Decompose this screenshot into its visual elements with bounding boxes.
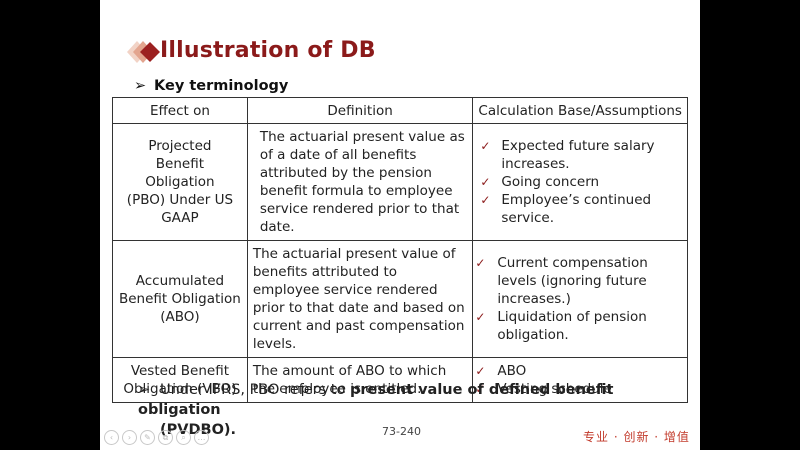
list-item: ✓ Employee’s continued service. xyxy=(480,192,652,226)
slide-nav-toolbar: ‹ › ✎ ⧉ ⌕ … xyxy=(104,430,209,445)
zoom-icon[interactable]: ⌕ xyxy=(176,430,191,445)
previous-icon[interactable]: ‹ xyxy=(104,430,119,445)
check-icon: ✓ xyxy=(475,310,486,324)
key-terminology-heading: ➢ Key terminology xyxy=(134,78,288,94)
check-icon: ✓ xyxy=(475,364,486,378)
check-icon: ✓ xyxy=(480,139,491,153)
effect-cell: Accumulated Benefit Obligation (ABO) xyxy=(112,240,248,358)
definition-cell: The actuarial present value of benefits … xyxy=(246,240,474,358)
slide-title: Illustration of DB xyxy=(160,38,376,63)
slide: Illustration of DB ➢ Key terminology Effe… xyxy=(100,0,700,450)
effect-cell: Vested Benefit Obligation (VBO) xyxy=(112,357,248,403)
ifrs-bold-term: present value of defined benefit obligat… xyxy=(138,382,614,418)
check-icon: ✓ xyxy=(480,193,491,207)
effect-cell: Projected Benefit Obligation (PBO) Under… xyxy=(112,123,248,241)
assumptions-cell: ✓ Current compensation levels (ignoring f… xyxy=(472,240,688,358)
ifrs-prefix: Under IFRS, PBO refers to xyxy=(160,382,350,398)
page-number: 73-240 xyxy=(382,425,421,438)
list-item: ✓ Going concern xyxy=(480,174,600,190)
check-icon: ✓ xyxy=(475,382,486,396)
check-icon: ✓ xyxy=(475,256,486,270)
table-row-abo: Accumulated Benefit Obligation (ABO) The… xyxy=(112,240,688,358)
terminology-table: Effect on Definition Calculation Base/As… xyxy=(112,97,688,403)
table-header-row: Effect on Definition Calculation Base/As… xyxy=(112,97,688,124)
slogan: 专业 · 创新 · 增值 xyxy=(583,430,690,444)
header-definition: Definition xyxy=(246,97,474,124)
check-icon: ✓ xyxy=(480,175,491,189)
list-item: ✓ Current compensation levels (ignoring f… xyxy=(475,255,648,307)
list-item: ✓ Liquidation of pension obligation. xyxy=(475,309,647,343)
list-item: ✓ ABO xyxy=(475,363,527,379)
slides-icon[interactable]: ⧉ xyxy=(158,430,173,445)
header-assumptions: Calculation Base/Assumptions xyxy=(472,97,688,124)
list-item: ✓ Expected future salary increases. xyxy=(480,138,655,172)
list-item: ✓ Vesting schedule xyxy=(475,381,612,397)
definition-cell: The actuarial present value as of a date… xyxy=(246,123,474,241)
definition-cell: The amount of ABO to which the employee … xyxy=(246,357,474,403)
assumptions-cell: ✓ Expected future salary increases. ✓ Goin… xyxy=(472,123,688,241)
key-terminology-label: Key terminology xyxy=(154,78,289,94)
diamond-logo-icon xyxy=(127,41,160,63)
table-row-vbo: Vested Benefit Obligation (VBO) The amou… xyxy=(112,357,688,403)
table-row-pbo: Projected Benefit Obligation (PBO) Under… xyxy=(112,123,688,241)
bullet-arrow-icon: ➢ xyxy=(134,78,147,94)
next-icon[interactable]: › xyxy=(122,430,137,445)
bullet-arrow-icon: ➢ xyxy=(138,382,151,398)
pen-icon[interactable]: ✎ xyxy=(140,430,155,445)
header-effect: Effect on xyxy=(112,97,248,124)
assumptions-cell: ✓ ABO ✓ Vesting schedule xyxy=(472,357,688,403)
more-icon[interactable]: … xyxy=(194,430,209,445)
